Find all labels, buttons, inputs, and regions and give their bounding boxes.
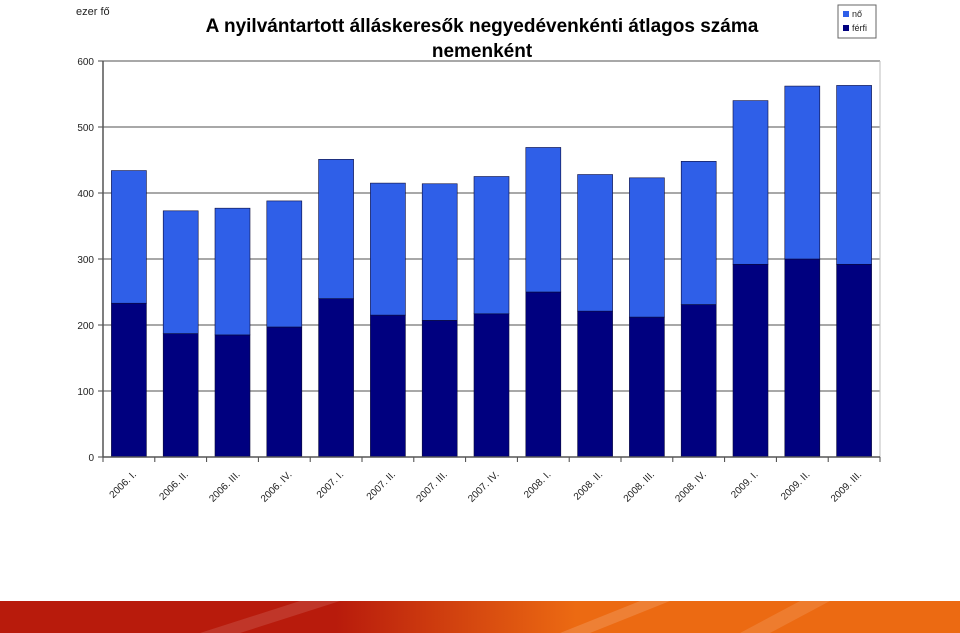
chart-subtitle: nemenként [432, 41, 533, 62]
bar-no [836, 85, 872, 265]
bar-no [577, 174, 613, 312]
x-tick-label: 2008. II. [572, 469, 605, 502]
legend-swatch-no [843, 11, 849, 17]
bar-no [421, 183, 458, 321]
bars [111, 85, 872, 458]
axes [98, 60, 881, 462]
chart-title: A nyilvántartott álláskeresők negyedéven… [206, 16, 759, 37]
legend: nő férfi [837, 4, 877, 39]
x-tick-label: 2006. IV. [259, 469, 294, 504]
x-tick-label: 2008. IV. [673, 469, 708, 504]
x-tick-label: 2007. IV. [466, 469, 501, 504]
y-tick-labels: 0 100 200 300 400 500 600 [77, 57, 94, 464]
bar-ferfi [732, 263, 769, 458]
x-tick-label: 2006. III. [207, 469, 242, 504]
y-tick-label: 100 [77, 387, 94, 398]
bar-ferfi [577, 310, 613, 458]
y-tick-label: 300 [77, 255, 94, 266]
bar-ferfi [836, 263, 872, 458]
bar-ferfi [473, 313, 510, 458]
legend-label-no: nő [852, 9, 862, 19]
legend-swatch-ferfi [843, 25, 849, 31]
bar-no [784, 85, 821, 260]
bar-no [370, 182, 406, 316]
bar-ferfi [162, 333, 199, 458]
legend-label-ferfi: férfi [852, 23, 867, 33]
bar-ferfi [214, 334, 251, 458]
bar-no [111, 170, 147, 304]
bar-no [214, 207, 251, 336]
y-tick-label: 600 [77, 57, 94, 68]
bar-ferfi [680, 304, 717, 458]
footer-band [0, 601, 960, 633]
y-axis-unit-label: ezer fő [76, 6, 110, 18]
x-tick-label: 2009. II. [779, 469, 812, 502]
bar-ferfi [266, 326, 303, 458]
bar-no [629, 177, 665, 318]
bar-ferfi [629, 316, 665, 458]
bar-ferfi [318, 298, 354, 458]
x-tick-label: 2007. II. [365, 469, 398, 502]
bar-ferfi [421, 320, 458, 458]
x-tick-label: 2008. III. [622, 469, 657, 504]
bar-no [680, 161, 717, 305]
bar-no [473, 176, 510, 315]
bar-ferfi [370, 314, 406, 458]
bar-no [266, 200, 303, 328]
x-tick-label: 2009. III. [829, 469, 864, 504]
legend-frame [837, 4, 877, 39]
bar-no [318, 159, 354, 299]
y-tick-label: 500 [77, 123, 94, 134]
y-tick-label: 0 [88, 453, 94, 464]
y-tick-label: 200 [77, 321, 94, 332]
x-tick-label: 2009. I. [729, 469, 760, 500]
bar-no [732, 100, 769, 265]
x-tick-label: 2006. II. [157, 469, 190, 502]
bar-no [525, 147, 562, 293]
x-tick-labels: 2006. I. 2006. II. 2006. III. 2006. IV. 2007… [108, 469, 865, 504]
bar-no [162, 210, 199, 334]
x-tick-label: 2007. I. [315, 469, 346, 500]
bar-ferfi [525, 291, 562, 458]
bar-ferfi [111, 302, 147, 458]
x-tick-label: 2008. I. [522, 469, 553, 500]
y-tick-label: 400 [77, 189, 94, 200]
x-tick-label: 2007. III. [415, 469, 450, 504]
chart: ezer fő A nyilvántartott álláskeresők ne… [76, 4, 881, 505]
x-tick-label: 2006. I. [108, 469, 139, 500]
bar-ferfi [784, 258, 821, 458]
